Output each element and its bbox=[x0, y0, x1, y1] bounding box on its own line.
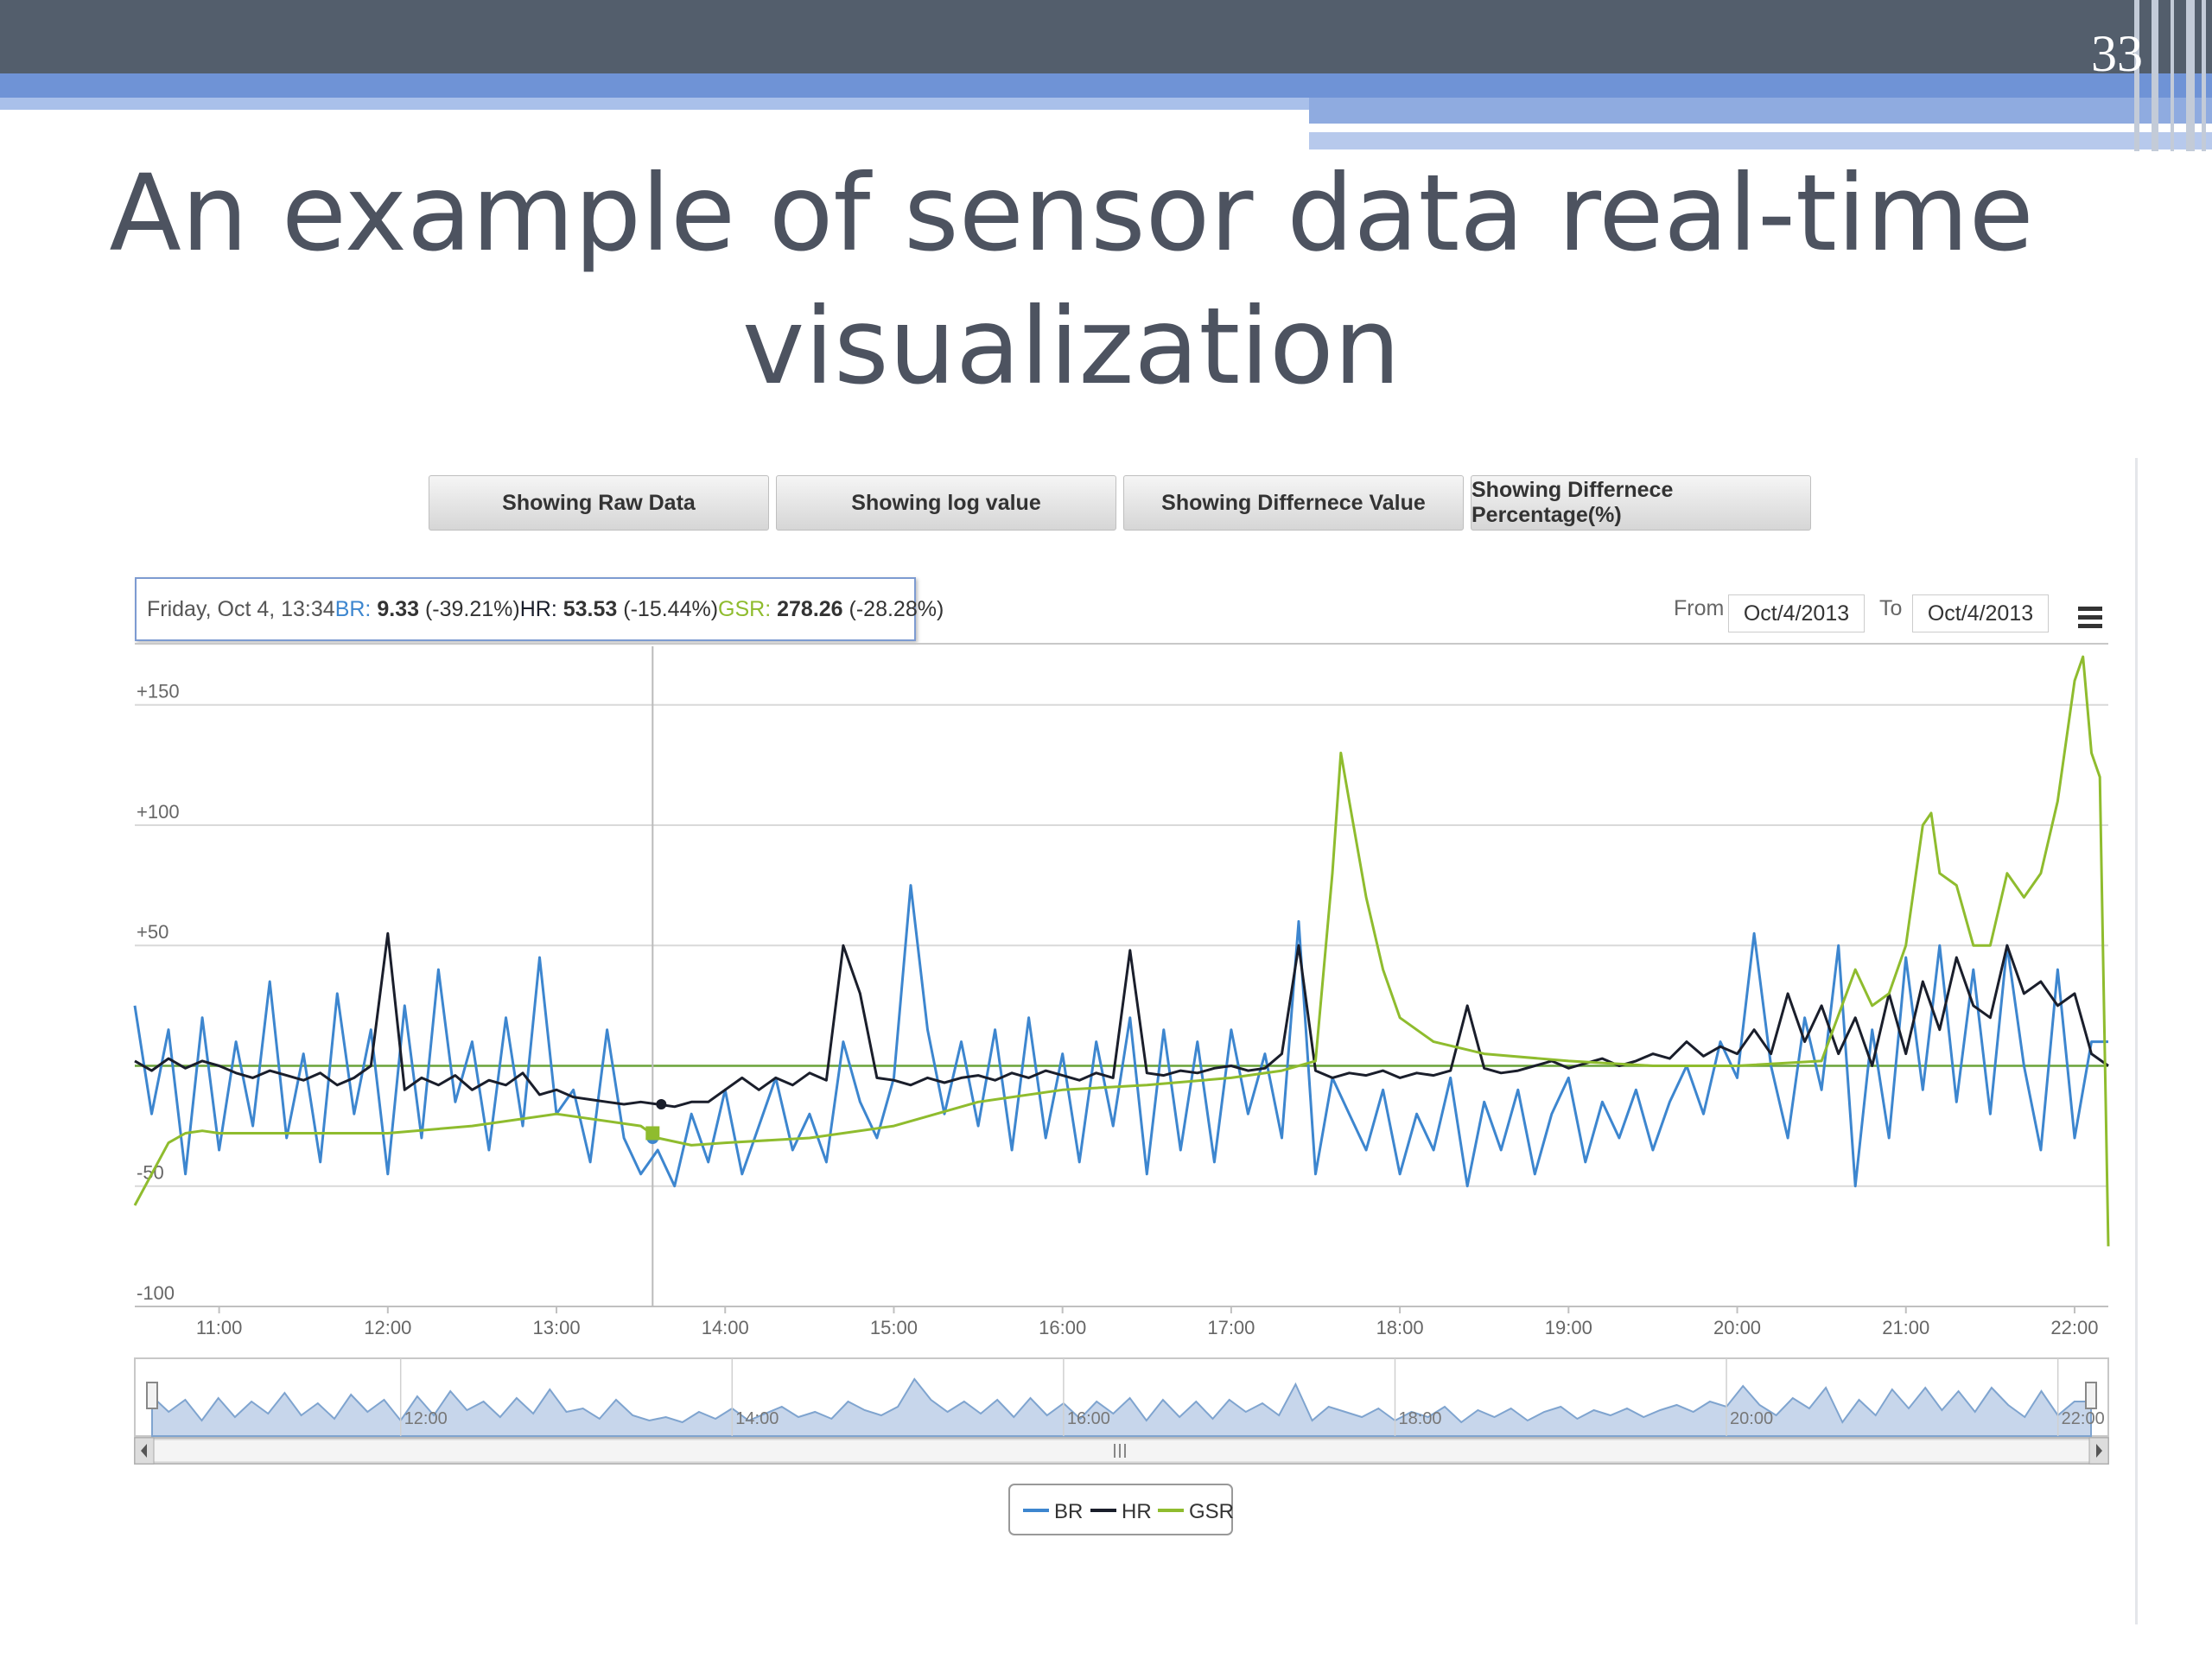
scrollbar-thumb[interactable] bbox=[153, 1439, 2090, 1463]
slide-header-bar bbox=[0, 0, 2212, 73]
tooltip-br-change: (-39.21%) bbox=[424, 596, 520, 621]
tooltip-hr-change: (-15.44%) bbox=[623, 596, 719, 621]
x-tick-label: 12:00 bbox=[364, 1317, 411, 1338]
tooltip-br-label: BR: bbox=[334, 596, 372, 621]
header-stripe bbox=[1309, 132, 2212, 149]
x-tick-label: 18:00 bbox=[1376, 1317, 1424, 1338]
navigator-tick-label: 12:00 bbox=[404, 1409, 448, 1428]
x-tick-label: 13:00 bbox=[533, 1317, 581, 1338]
navigator-tick-label: 18:00 bbox=[1398, 1409, 1441, 1428]
header-vertical-lines bbox=[2117, 0, 2212, 151]
header-stripe bbox=[0, 98, 1309, 110]
legend-item-gsr: GSR bbox=[1189, 1500, 1234, 1523]
tooltip-gsr-change: (-28.28%) bbox=[849, 596, 944, 621]
y-tick-label: -100 bbox=[137, 1282, 175, 1304]
tooltip-date: Friday, Oct 4, 13:34 bbox=[147, 596, 335, 621]
y-tick-label: +100 bbox=[137, 801, 180, 823]
y-tick-label: -50 bbox=[137, 1162, 164, 1184]
range-from-input[interactable]: Oct/4/2013 bbox=[1728, 594, 1865, 632]
tooltip-br-value: 9.33 bbox=[377, 596, 420, 621]
navigator-handle-right[interactable] bbox=[2085, 1382, 2097, 1409]
series-line-hr bbox=[134, 931, 2109, 1109]
x-tick-label: 14:00 bbox=[702, 1317, 749, 1338]
series-line-gsr bbox=[133, 655, 2110, 1247]
navigator-tick-label: 20:00 bbox=[1730, 1409, 1773, 1428]
legend-item-br: BR bbox=[1054, 1500, 1083, 1523]
header-stripe bbox=[0, 73, 2212, 98]
x-tick-label: 15:00 bbox=[870, 1317, 918, 1338]
show-difference-value-button[interactable]: Showing Differnece Value bbox=[1123, 475, 1464, 531]
hamburger-icon[interactable] bbox=[2078, 607, 2102, 629]
x-tick-label: 17:00 bbox=[1207, 1317, 1255, 1338]
legend-box bbox=[1008, 1484, 1233, 1535]
x-tick-label: 19:00 bbox=[1545, 1317, 1592, 1338]
navigator-area bbox=[151, 1377, 2092, 1437]
arrow-left-icon bbox=[141, 1444, 147, 1458]
legend-item-hr: HR bbox=[1122, 1500, 1152, 1523]
slide-number: 33 bbox=[2091, 25, 2143, 82]
x-tick-label: 22:00 bbox=[2050, 1317, 2098, 1338]
tooltip-marker-hr bbox=[656, 1099, 667, 1110]
tooltip-gsr-label: GSR: bbox=[718, 596, 772, 621]
tooltip-hr-value: 53.53 bbox=[563, 596, 618, 621]
show-log-value-button[interactable]: Showing log value bbox=[776, 475, 1116, 531]
range-from-label: From bbox=[1674, 596, 1725, 620]
tooltip-marker-gsr bbox=[645, 1126, 660, 1141]
x-tick-label: 11:00 bbox=[196, 1317, 242, 1338]
range-to-label: To bbox=[1879, 596, 1903, 620]
show-raw-data-button[interactable]: Showing Raw Data bbox=[429, 475, 769, 531]
y-tick-label: +50 bbox=[137, 921, 168, 943]
navigator-handle-left[interactable] bbox=[146, 1382, 158, 1409]
slide-divider bbox=[2135, 458, 2138, 1624]
navigator-tick-label: 16:00 bbox=[1067, 1409, 1110, 1428]
tooltip-hr-label: HR: bbox=[519, 596, 557, 621]
navigator-tick-label: 22:00 bbox=[2062, 1409, 2105, 1428]
tooltip-gsr-value: 278.26 bbox=[777, 596, 843, 621]
chart-tooltip: Friday, Oct 4, 13:34 BR: 9.33 (-39.21%) … bbox=[135, 577, 944, 641]
range-to-input[interactable]: Oct/4/2013 bbox=[1912, 594, 2049, 632]
series-line-br bbox=[133, 884, 2108, 1188]
y-tick-label: +150 bbox=[137, 681, 180, 702]
grip-icon bbox=[1114, 1444, 1126, 1458]
slide-title: An example of sensor data real-time visu… bbox=[109, 152, 2034, 408]
x-tick-label: 21:00 bbox=[1882, 1317, 1929, 1338]
arrow-right-icon bbox=[2096, 1444, 2102, 1458]
x-tick-label: 20:00 bbox=[1713, 1317, 1761, 1338]
show-difference-percentage-button[interactable]: Showing Differnece Percentage(%) bbox=[1471, 475, 1811, 531]
x-tick-label: 16:00 bbox=[1039, 1317, 1086, 1338]
navigator-tick-label: 14:00 bbox=[735, 1409, 779, 1428]
header-stripe bbox=[1309, 98, 2212, 124]
header-stripe bbox=[1309, 124, 2048, 132]
